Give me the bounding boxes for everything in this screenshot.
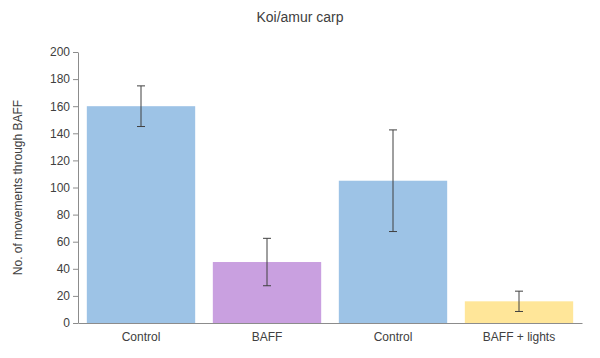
y-tick-mark xyxy=(73,215,78,216)
error-bar-stem xyxy=(393,130,394,232)
y-tick-label: 160 xyxy=(50,100,70,114)
y-axis-title: No. of movements through BAFF xyxy=(11,100,25,275)
y-tick-label: 40 xyxy=(57,262,71,276)
y-tick-label: 140 xyxy=(50,127,70,141)
error-bar-cap xyxy=(137,85,145,86)
y-tick-mark xyxy=(73,106,78,107)
title: Koi/amur carp xyxy=(256,9,343,25)
y-tick-mark xyxy=(73,133,78,134)
error-bar xyxy=(515,291,523,311)
y-tick-mark xyxy=(73,160,78,161)
error-bar xyxy=(389,130,397,232)
y-tick-mark xyxy=(73,188,78,189)
error-bar-cap xyxy=(137,126,145,127)
x-tick: Control xyxy=(374,330,413,344)
y-tick-mark xyxy=(73,242,78,243)
x-tick-label: Control xyxy=(374,330,413,344)
y-tick: 60 xyxy=(57,235,78,249)
bars xyxy=(87,86,573,323)
y-tick: 100 xyxy=(50,181,78,195)
y-tick-label: 80 xyxy=(57,208,71,222)
y-tick: 0 xyxy=(63,316,78,330)
y-axis: 0 20 40 60 80 100 120 140 160 180 200 xyxy=(50,45,79,330)
chart: 020406080100120140160180200ControlBAFFCo… xyxy=(0,0,600,358)
y-tick-mark xyxy=(73,323,78,324)
x-tick: Control xyxy=(122,330,161,344)
error-bar-stem xyxy=(267,238,268,285)
x-axis: Control BAFF Control BAFF + lights xyxy=(79,324,583,344)
error-bar-cap xyxy=(263,285,271,286)
y-tick-label: 0 xyxy=(63,316,70,330)
y-tick-mark xyxy=(73,296,78,297)
x-tick-label: Control xyxy=(122,330,161,344)
x-tick-label: BAFF xyxy=(252,330,283,344)
y-tick-label: 100 xyxy=(50,181,70,195)
y-tick-label: 120 xyxy=(50,154,70,168)
y-tick: 40 xyxy=(57,262,78,276)
y-tick: 200 xyxy=(50,45,78,59)
y-tick: 80 xyxy=(57,208,78,222)
y-tick: 140 xyxy=(50,127,78,141)
x-tick-label: BAFF + lights xyxy=(483,330,555,344)
y-tick: 160 xyxy=(50,100,78,114)
plot: 020406080100120140160180200ControlBAFFCo… xyxy=(50,45,583,343)
bar xyxy=(87,106,195,323)
error-bar xyxy=(263,238,271,285)
y-tick-label: 60 xyxy=(57,235,71,249)
x-tick: BAFF xyxy=(252,330,283,344)
y-tick-mark xyxy=(73,269,78,270)
error-bar-cap xyxy=(515,311,523,312)
error-bar-stem xyxy=(519,291,520,311)
y-tick: 20 xyxy=(57,289,78,303)
y-tick-label: 20 xyxy=(57,289,71,303)
y-tick: 180 xyxy=(50,72,78,86)
x-tick: BAFF + lights xyxy=(483,330,555,344)
y-tick-mark xyxy=(73,79,78,80)
error-bar-cap xyxy=(263,238,271,239)
y-tick-label: 180 xyxy=(50,72,70,86)
error-bar-stem xyxy=(141,86,142,127)
error-bar-cap xyxy=(389,129,397,130)
error-bar-cap xyxy=(389,231,397,232)
y-tick-label: 200 xyxy=(50,45,70,59)
y-axis-line xyxy=(78,53,79,324)
y-tick: 120 xyxy=(50,154,78,168)
error-bar-cap xyxy=(515,291,523,292)
x-axis-line xyxy=(79,323,583,324)
y-tick-mark xyxy=(73,52,78,53)
error-bar xyxy=(137,86,145,127)
